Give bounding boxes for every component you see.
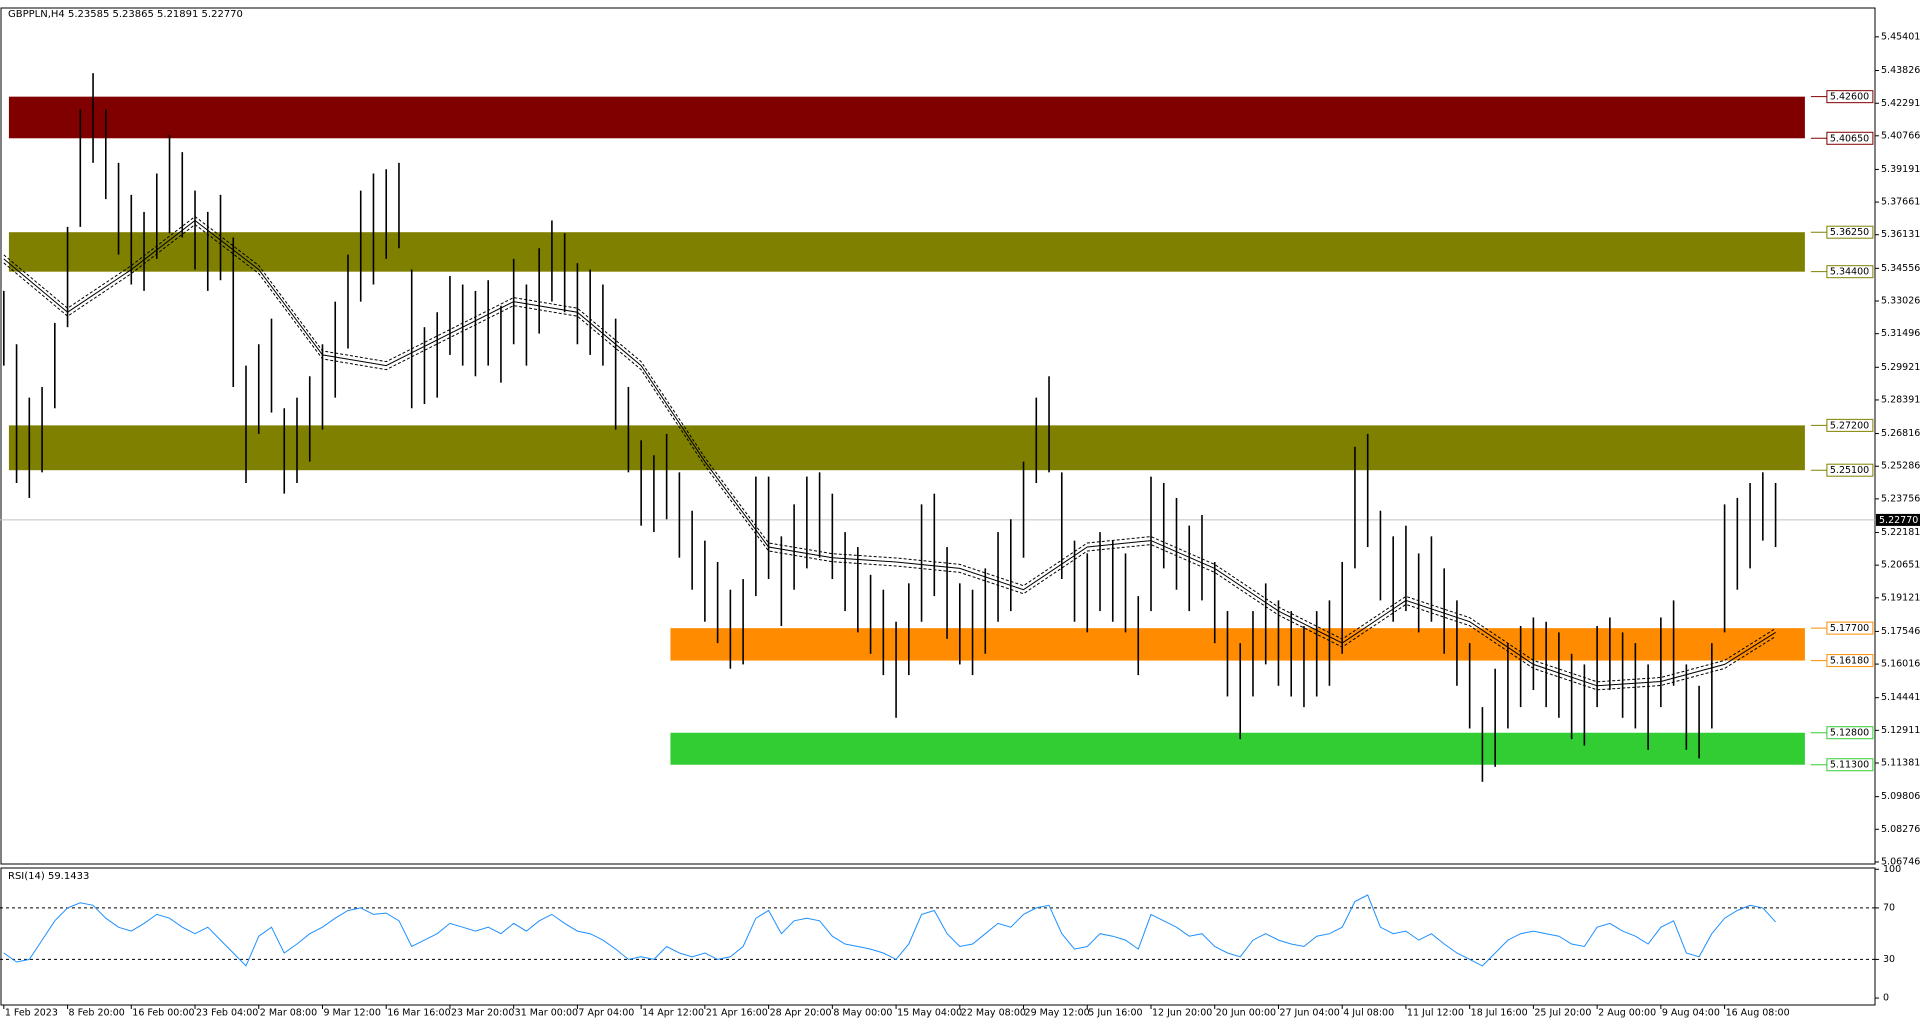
zone-label: 5.42600 [1830, 92, 1869, 103]
x-tick-label: 23 Feb 04:00 [196, 1008, 258, 1019]
y-tick-label: 5.26816 [1881, 428, 1920, 439]
x-tick-label: 23 Mar 20:00 [451, 1008, 514, 1019]
zone-label: 5.11300 [1830, 760, 1869, 771]
zone-label: 5.36250 [1830, 227, 1869, 238]
y-tick-label: 5.28391 [1881, 394, 1920, 405]
main-pane-frame [0, 7, 1876, 865]
chart-title: GBPPLN,H4 5.23585 5.23865 5.21891 5.2277… [8, 9, 243, 20]
zone-label: 5.17700 [1830, 623, 1869, 634]
y-tick-label: 5.11381 [1881, 758, 1920, 769]
x-tick-label: 2 Mar 08:00 [260, 1008, 317, 1019]
x-tick-label: 27 Jun 04:00 [1279, 1008, 1339, 1019]
x-tick-label: 8 May 00:00 [833, 1008, 892, 1019]
x-tick-label: 2 Aug 00:00 [1598, 1008, 1656, 1019]
x-tick-label: 9 Mar 12:00 [323, 1008, 380, 1019]
rsi-line [3, 894, 1776, 967]
rsi-pane-frame [0, 867, 1876, 1006]
x-tick-label: 15 May 04:00 [897, 1008, 962, 1019]
y-tick-label: 5.22181 [1881, 527, 1920, 538]
zone-label-box [1826, 654, 1874, 668]
last-price-label: 5.22770 [1879, 515, 1918, 526]
x-tick-label: 25 Jul 20:00 [1534, 1008, 1591, 1019]
zone [8, 232, 1805, 272]
zone-label-box [1826, 225, 1874, 239]
zone-label: 5.34400 [1830, 267, 1869, 278]
x-tick-label: 16 Mar 16:00 [387, 1008, 450, 1019]
x-tick-label: 1 Feb 2023 [5, 1008, 58, 1019]
x-tick-label: 22 May 08:00 [961, 1008, 1026, 1019]
y-tick-label: 5.34556 [1881, 263, 1920, 274]
x-tick-label: 20 Jun 00:00 [1216, 1008, 1276, 1019]
zone-label: 5.40650 [1830, 133, 1869, 144]
x-tick-label: 18 Jul 16:00 [1471, 1008, 1528, 1019]
last-price-box [1876, 513, 1920, 526]
y-tick-label: 5.31496 [1881, 328, 1920, 339]
x-tick-label: 31 Mar 00:00 [515, 1008, 578, 1019]
rsi-y-tick-label: 70 [1883, 902, 1895, 913]
zone-label-box [1826, 621, 1874, 635]
x-tick-label: 16 Aug 08:00 [1726, 1008, 1790, 1019]
y-tick-label: 5.42291 [1881, 98, 1920, 109]
x-tick-label: 9 Aug 04:00 [1662, 1008, 1720, 1019]
rsi-title: RSI(14) 59.1433 [8, 871, 89, 882]
y-tick-label: 5.39191 [1881, 164, 1920, 175]
zone-label-box [1826, 758, 1874, 772]
y-tick-label: 5.06746 [1881, 856, 1920, 867]
y-tick-label: 5.20651 [1881, 560, 1920, 571]
zone-label: 5.12800 [1830, 728, 1869, 739]
y-tick-label: 5.23756 [1881, 493, 1920, 504]
y-tick-label: 5.33026 [1881, 296, 1920, 307]
rsi-y-tick-label: 0 [1883, 993, 1889, 1004]
x-tick-label: 14 Apr 12:00 [642, 1008, 704, 1019]
x-tick-label: 11 Jul 12:00 [1407, 1008, 1464, 1019]
y-tick-label: 5.43826 [1881, 65, 1920, 76]
x-tick-label: 5 Jun 16:00 [1088, 1008, 1142, 1019]
y-tick-label: 5.25286 [1881, 461, 1920, 472]
y-tick-label: 5.45401 [1881, 31, 1920, 42]
y-tick-label: 5.40766 [1881, 130, 1920, 141]
zone-label-box [1826, 265, 1874, 279]
x-tick-label: 8 Feb 20:00 [69, 1008, 125, 1019]
y-tick-label: 5.16016 [1881, 659, 1920, 670]
zone-label: 5.25100 [1830, 465, 1869, 476]
zone-label-box [1826, 726, 1874, 740]
x-tick-label: 28 Apr 20:00 [770, 1008, 832, 1019]
y-tick-label: 5.19121 [1881, 592, 1920, 603]
zone-label-box [1826, 463, 1874, 477]
y-tick-label: 5.14441 [1881, 692, 1920, 703]
y-tick-label: 5.36131 [1881, 229, 1920, 240]
y-tick-label: 5.12911 [1881, 725, 1920, 736]
zone [8, 425, 1805, 471]
rsi-y-tick-label: 30 [1883, 954, 1895, 965]
zone [670, 628, 1805, 661]
zone-label: 5.16180 [1830, 656, 1869, 667]
zone-label-box [1826, 90, 1874, 104]
y-tick-label: 5.08276 [1881, 824, 1920, 835]
rsi-y-tick-label: 100 [1883, 864, 1901, 875]
x-tick-label: 4 Jul 08:00 [1343, 1008, 1394, 1019]
zone-label-box [1826, 131, 1874, 145]
x-tick-label: 12 Jun 20:00 [1152, 1008, 1212, 1019]
ma-envelope-upper [3, 215, 1776, 683]
zone-label-box [1826, 418, 1874, 432]
ma-envelope-lower [3, 223, 1776, 691]
moving-average [3, 219, 1776, 687]
y-tick-label: 5.29921 [1881, 362, 1920, 373]
zone-label: 5.27200 [1830, 420, 1869, 431]
x-tick-label: 7 Apr 04:00 [578, 1008, 634, 1019]
x-tick-label: 21 Apr 16:00 [706, 1008, 768, 1019]
y-tick-label: 5.09806 [1881, 791, 1920, 802]
x-tick-label: 29 May 12:00 [1025, 1008, 1090, 1019]
x-tick-label: 16 Feb 00:00 [132, 1008, 194, 1019]
y-tick-label: 5.37661 [1881, 197, 1920, 208]
zone [8, 96, 1805, 139]
zone [670, 732, 1805, 765]
y-tick-label: 5.17546 [1881, 626, 1920, 637]
